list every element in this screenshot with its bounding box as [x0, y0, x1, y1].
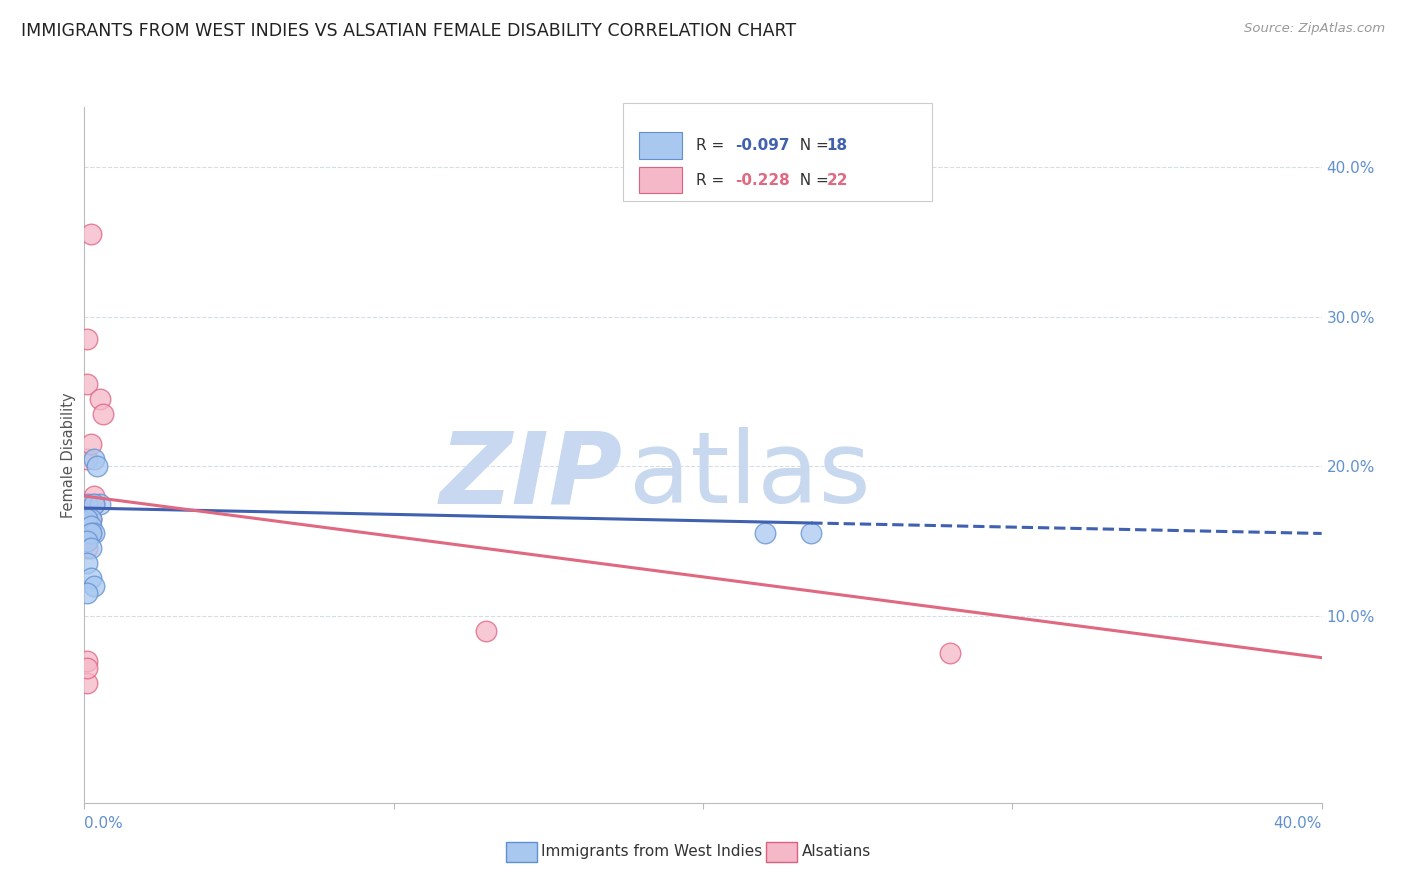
Point — [754, 526, 776, 541]
Point — [76, 654, 98, 668]
Point — [79, 227, 101, 242]
Text: Immigrants from West Indies: Immigrants from West Indies — [541, 845, 762, 859]
Point — [79, 571, 101, 585]
Point — [76, 526, 98, 541]
Point — [76, 332, 98, 346]
Text: R =: R = — [696, 172, 728, 187]
Point — [76, 541, 98, 556]
Point — [76, 511, 98, 525]
Text: Alsatians: Alsatians — [801, 845, 870, 859]
Point — [79, 519, 101, 533]
Point — [79, 511, 101, 525]
Point — [79, 526, 101, 541]
Point — [83, 489, 105, 503]
Point — [83, 451, 105, 466]
Text: -0.097: -0.097 — [735, 137, 790, 153]
Point — [83, 497, 105, 511]
Point — [83, 497, 105, 511]
Point — [79, 541, 101, 556]
Point — [79, 497, 101, 511]
Point — [800, 526, 823, 541]
Text: 40.0%: 40.0% — [1274, 816, 1322, 831]
Point — [79, 436, 101, 450]
Point — [76, 451, 98, 466]
Point — [89, 497, 111, 511]
Point — [475, 624, 498, 638]
Text: Source: ZipAtlas.com: Source: ZipAtlas.com — [1244, 22, 1385, 36]
Point — [76, 533, 98, 548]
Point — [76, 586, 98, 600]
Text: -0.228: -0.228 — [735, 172, 790, 187]
Point — [76, 511, 98, 525]
Text: N =: N = — [790, 172, 834, 187]
Text: 0.0%: 0.0% — [84, 816, 124, 831]
Text: atlas: atlas — [628, 427, 870, 524]
Text: N =: N = — [790, 137, 834, 153]
Point — [89, 392, 111, 406]
Text: 18: 18 — [827, 137, 848, 153]
Point — [76, 676, 98, 690]
Point — [76, 497, 98, 511]
Point — [76, 533, 98, 548]
Point — [83, 497, 105, 511]
Point — [76, 557, 98, 571]
Point — [83, 579, 105, 593]
Point — [79, 526, 101, 541]
Y-axis label: Female Disability: Female Disability — [60, 392, 76, 517]
Text: ZIP: ZIP — [440, 427, 623, 524]
Text: 22: 22 — [827, 172, 848, 187]
Point — [76, 661, 98, 675]
Point — [86, 459, 108, 474]
Point — [83, 526, 105, 541]
Point — [76, 376, 98, 391]
Text: R =: R = — [696, 137, 728, 153]
Point — [91, 407, 114, 421]
Text: IMMIGRANTS FROM WEST INDIES VS ALSATIAN FEMALE DISABILITY CORRELATION CHART: IMMIGRANTS FROM WEST INDIES VS ALSATIAN … — [21, 22, 796, 40]
Point — [79, 511, 101, 525]
Point — [939, 646, 962, 660]
